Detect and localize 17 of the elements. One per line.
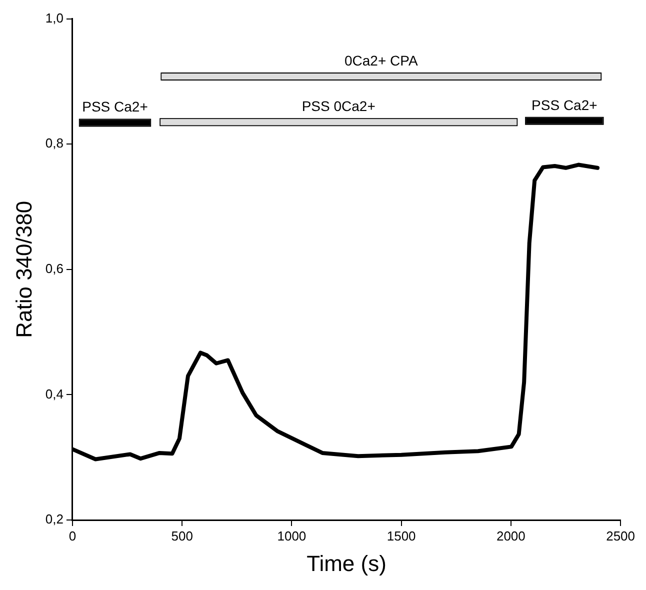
y-tick-label: 0,8	[45, 136, 64, 151]
x-tick-label: 500	[171, 528, 193, 544]
y-tick-label: 0,2	[45, 512, 64, 527]
y-axis-title: Ratio 340/380	[11, 200, 36, 338]
y-tick-label: 0,6	[45, 260, 64, 276]
x-tick-label: 1500	[386, 528, 416, 544]
x-tick-label: 0	[68, 528, 76, 544]
series-label: PSS Ca2+	[532, 96, 598, 113]
series-label: PSS Ca2+	[82, 98, 148, 115]
series-label: PSS 0Ca2+	[302, 98, 376, 114]
y-tick-label: 0,4	[45, 386, 64, 402]
x-tick-label: 2500	[606, 528, 635, 544]
y-tick-label: 1,0	[45, 10, 64, 26]
x-tick-label: 1000	[277, 528, 306, 544]
x-axis-title: Time (s)	[306, 550, 386, 576]
series-label: 0Ca2+ CPA	[344, 52, 418, 68]
x-tick-label: 2000	[496, 528, 526, 544]
